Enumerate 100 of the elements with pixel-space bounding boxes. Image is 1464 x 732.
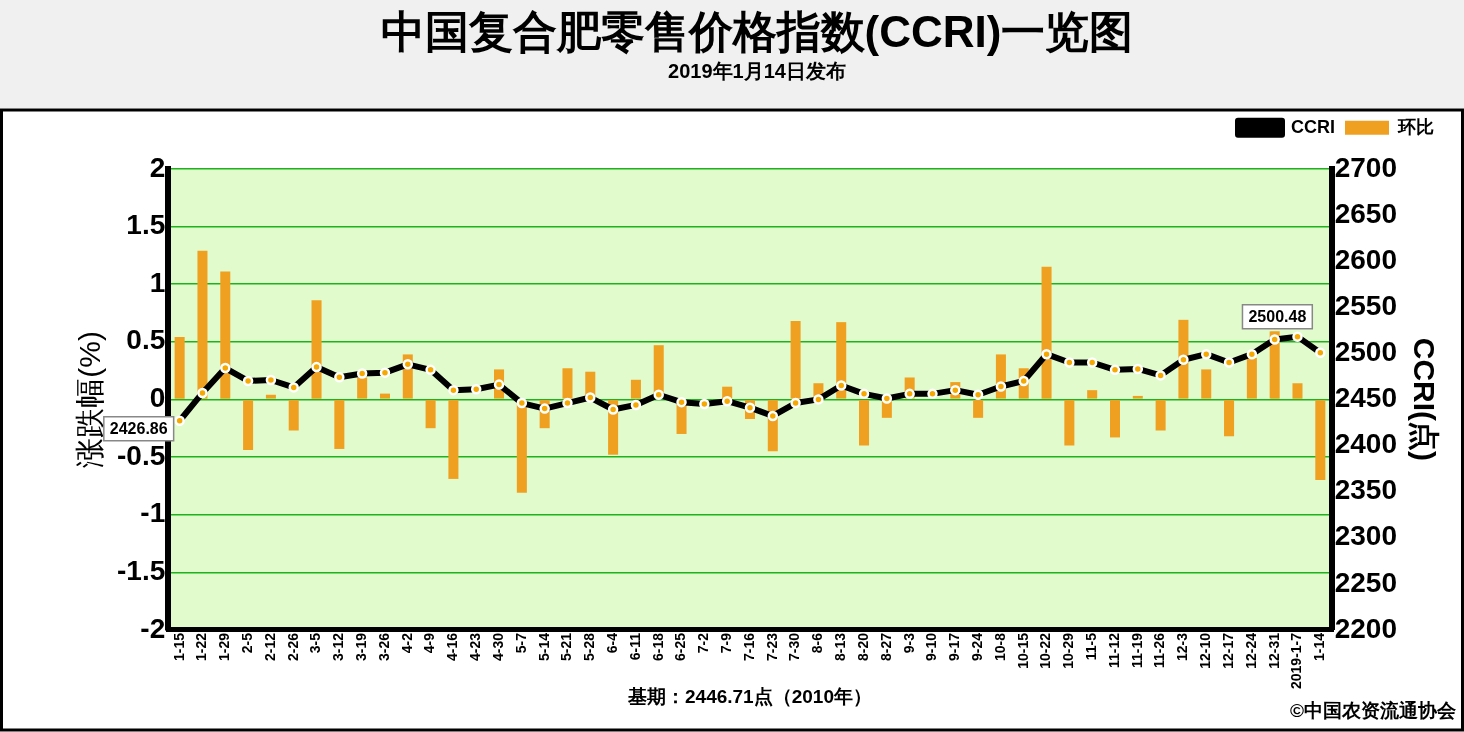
data-label: 2426.86 <box>109 420 168 438</box>
x-tick-label: 8-20 <box>854 632 871 661</box>
bar <box>1315 400 1326 481</box>
y2-tick-label: 2550 <box>1334 289 1398 321</box>
bar <box>311 300 322 399</box>
bar <box>174 337 185 399</box>
x-tick-label: 10-15 <box>1014 632 1031 669</box>
x-tick-label: 3-5 <box>307 632 324 654</box>
y-axis-title: 涨跌幅(%) <box>73 331 107 468</box>
y2-axis-title: CCRI(点) <box>1407 337 1441 462</box>
chart-subtitle: 2019年1月14日发布 <box>668 60 846 83</box>
x-tick-label: 2-26 <box>284 632 301 661</box>
bar <box>790 320 801 399</box>
x-tick-label: 6-18 <box>649 632 666 661</box>
x-tick-label: 7-23 <box>763 632 780 661</box>
bar <box>1246 357 1257 399</box>
x-tick-label: 9-10 <box>923 632 940 661</box>
x-tick-label: 6-4 <box>603 632 620 654</box>
x-tick-label: 10-22 <box>1037 632 1054 669</box>
x-tick-label: 5-7 <box>512 632 529 654</box>
x-tick-label: 4-30 <box>489 632 506 661</box>
y2-tick-label: 2300 <box>1334 520 1398 552</box>
x-tick-label: 10-8 <box>991 632 1008 661</box>
chart-title: 中国复合肥零售价格指数(CCRI)一览图 <box>380 6 1134 56</box>
bar <box>1155 400 1166 431</box>
x-tick-label: 4-23 <box>467 632 484 661</box>
y2-tick-label: 2500 <box>1334 335 1398 367</box>
x-tick-label: 2019-1-7 <box>1288 632 1305 690</box>
bar <box>425 400 436 429</box>
x-tick-label: 1-15 <box>170 632 187 661</box>
legend-label: CCRI <box>1291 116 1335 137</box>
y2-tick-label: 2650 <box>1334 197 1398 229</box>
y-tick-label: -1 <box>140 497 166 529</box>
bar <box>1224 400 1235 437</box>
y2-tick-label: 2450 <box>1334 382 1398 414</box>
bar <box>265 394 276 399</box>
x-tick-label: 5-21 <box>558 632 575 661</box>
x-tick-label: 11-19 <box>1128 632 1145 669</box>
y-tick-label: -0.5 <box>117 439 166 471</box>
bar <box>197 250 208 399</box>
y-tick-label: -1.5 <box>117 555 166 587</box>
bar <box>448 400 459 479</box>
y2-tick-label: 2400 <box>1334 428 1398 460</box>
x-tick-label: 5-28 <box>581 632 598 661</box>
x-tick-label: 1-14 <box>1311 632 1328 661</box>
bar <box>1064 400 1075 446</box>
x-tick-label: 12-3 <box>1174 632 1191 661</box>
x-tick-label: 9-3 <box>900 632 917 654</box>
y-tick-label: 0.5 <box>126 324 166 356</box>
y2-tick-label: 2350 <box>1334 474 1398 506</box>
bar <box>243 400 254 451</box>
bar <box>562 368 573 399</box>
x-tick-label: 1-29 <box>216 632 233 661</box>
x-tick-label: 7-16 <box>740 632 757 661</box>
y-tick-label: 1 <box>149 266 166 298</box>
text: ©中国农资流通协会 <box>1290 700 1457 722</box>
x-tick-label: 12-10 <box>1197 632 1214 669</box>
x-tick-label: 7-30 <box>786 632 803 661</box>
bar <box>1201 369 1212 399</box>
x-tick-label: 11-12 <box>1105 632 1122 669</box>
y-tick-label: 1.5 <box>126 209 166 241</box>
bar <box>288 400 299 431</box>
bar <box>973 400 984 418</box>
bar <box>516 400 527 493</box>
x-tick-label: 8-6 <box>809 632 826 654</box>
y2-tick-label: 2600 <box>1334 243 1398 275</box>
bar <box>1109 400 1121 438</box>
bar <box>1087 390 1098 399</box>
x-tick-label: 12-17 <box>1219 632 1236 669</box>
x-tick-label: 7-2 <box>695 632 712 654</box>
x-tick-label: 1-22 <box>193 632 210 661</box>
y2-tick-label: 2700 <box>1334 151 1398 183</box>
text: 基期：2446.71点（2010年） <box>627 686 872 708</box>
x-tick-label: 4-9 <box>421 632 438 654</box>
x-tick-label: 5-14 <box>535 632 552 661</box>
data-label: 2500.48 <box>1248 308 1307 326</box>
bar <box>1292 383 1303 399</box>
x-tick-label: 6-11 <box>626 632 643 661</box>
x-tick-label: 12-31 <box>1265 632 1282 669</box>
x-tick-label: 4-2 <box>398 632 415 654</box>
x-tick-label: 3-19 <box>353 632 370 661</box>
bar <box>630 379 641 399</box>
x-tick-label: 3-26 <box>375 632 392 661</box>
x-tick-label: 8-27 <box>877 632 894 661</box>
bar <box>334 400 345 449</box>
bar <box>1041 266 1052 399</box>
x-tick-label: 12-24 <box>1242 632 1259 669</box>
x-tick-label: 2-12 <box>261 632 278 661</box>
y-tick-label: -2 <box>140 612 166 644</box>
x-tick-label: 7-9 <box>718 632 735 654</box>
x-tick-label: 4-16 <box>444 632 461 661</box>
bar <box>357 377 368 399</box>
bar <box>1132 395 1143 399</box>
y2-tick-label: 2250 <box>1334 566 1398 598</box>
y-tick-label: 0 <box>149 382 166 414</box>
bar <box>379 393 390 399</box>
x-tick-label: 9-17 <box>946 632 963 661</box>
y-tick-label: 2 <box>149 151 166 183</box>
x-tick-label: 11-5 <box>1083 632 1100 661</box>
bar <box>220 271 231 399</box>
